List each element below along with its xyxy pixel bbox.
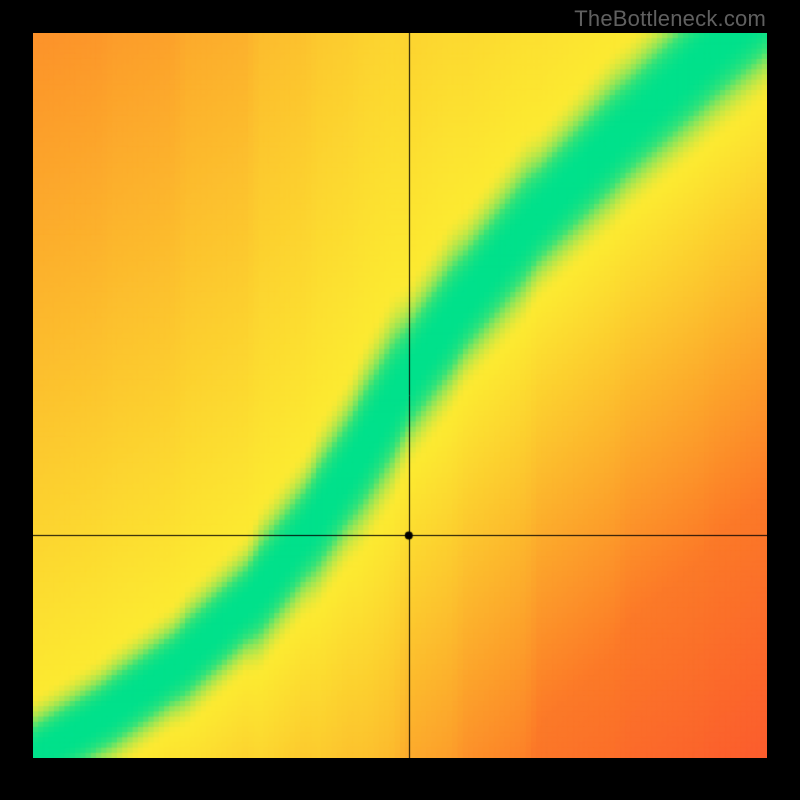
- bottleneck-heatmap: [33, 33, 767, 758]
- watermark-text: TheBottleneck.com: [574, 6, 766, 32]
- chart-frame: TheBottleneck.com: [0, 0, 800, 800]
